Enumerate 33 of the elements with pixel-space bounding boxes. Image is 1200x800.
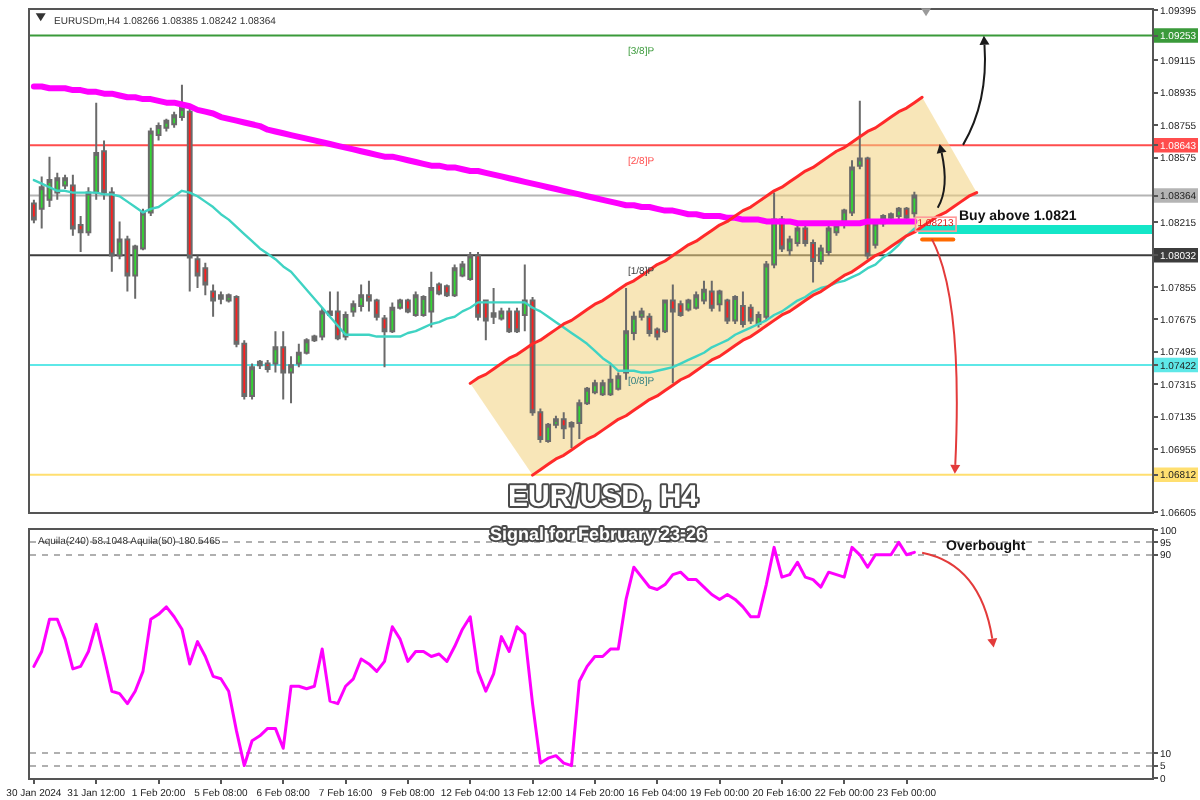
candlestick [701, 279, 707, 306]
candlestick [732, 294, 739, 325]
candlestick [560, 411, 567, 441]
candlestick [708, 279, 715, 313]
candlestick [428, 270, 435, 329]
candlestick [506, 306, 513, 334]
candlestick [334, 290, 341, 342]
candlestick [358, 283, 365, 313]
candlestick [210, 283, 217, 318]
candlestick [202, 261, 209, 297]
candlestick [895, 206, 902, 221]
candlestick [724, 297, 731, 325]
candlestick [607, 364, 614, 397]
candlestick [451, 263, 458, 298]
candlestick [412, 290, 419, 318]
candlestick [685, 297, 692, 313]
candlestick [825, 224, 832, 257]
candlestick [646, 312, 653, 338]
candlestick [911, 190, 918, 219]
candlestick [163, 117, 170, 133]
candlestick [740, 290, 746, 329]
candlestick [404, 297, 411, 315]
candlestick [623, 286, 629, 381]
candlestick [256, 358, 263, 370]
candlestick [93, 101, 100, 201]
text: Signal for February 23-26 [490, 524, 707, 544]
candlestick [194, 254, 201, 289]
text: EUR/USD, H4 [508, 480, 700, 514]
candlestick [147, 126, 154, 218]
candlestick [366, 279, 372, 313]
candlestick [615, 371, 622, 392]
candlestick [280, 330, 287, 401]
candlestick [669, 283, 676, 385]
